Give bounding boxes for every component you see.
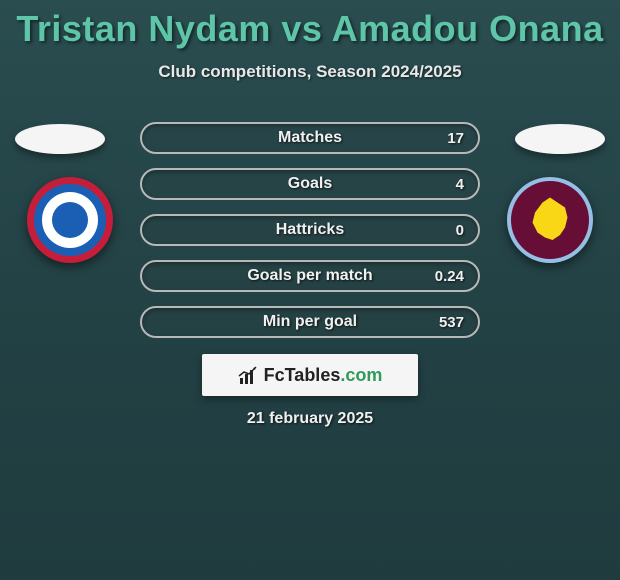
brand-box: FcTables.com (202, 354, 418, 396)
stat-value-right: 4 (456, 176, 464, 193)
player-slot-left (15, 124, 105, 154)
comparison-date: 21 february 2025 (0, 410, 620, 428)
stat-label: Goals per match (247, 267, 372, 285)
brand-text: FcTables.com (264, 365, 383, 386)
stats-container: Matches 17 Goals 4 Hattricks 0 Goals per… (140, 122, 480, 338)
stat-value-right: 0 (456, 222, 464, 239)
brand-name: FcTables (264, 365, 341, 385)
stat-label: Min per goal (263, 313, 357, 331)
stat-row: Hattricks 0 (140, 214, 480, 246)
stat-row: Goals 4 (140, 168, 480, 200)
comparison-subtitle: Club competitions, Season 2024/2025 (0, 62, 620, 82)
chart-icon (238, 366, 260, 384)
player-slot-right (515, 124, 605, 154)
stat-label: Goals (288, 175, 332, 193)
comparison-title: Tristan Nydam vs Amadou Onana (0, 0, 620, 50)
club-badge-right (507, 177, 593, 263)
brand-tld: .com (340, 365, 382, 385)
stat-row: Matches 17 (140, 122, 480, 154)
stat-row: Goals per match 0.24 (140, 260, 480, 292)
stat-value-right: 537 (439, 314, 464, 331)
stat-row: Min per goal 537 (140, 306, 480, 338)
stat-label: Matches (278, 129, 342, 147)
stat-value-right: 17 (447, 130, 464, 147)
club-badge-left (27, 177, 113, 263)
stat-value-right: 0.24 (435, 268, 464, 285)
stat-label: Hattricks (276, 221, 344, 239)
